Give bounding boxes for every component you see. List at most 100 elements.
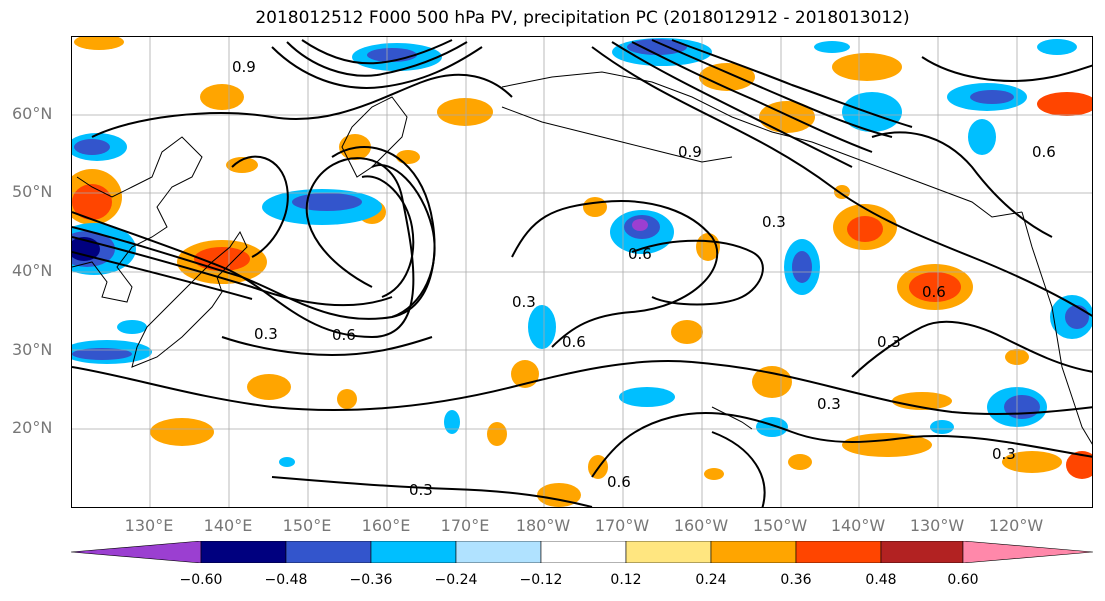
pv-contour (271, 46, 483, 89)
precip-region (396, 150, 420, 164)
contour-label: 0.3 (762, 213, 786, 231)
pv-contour (511, 200, 719, 348)
colorbar-tick: −0.48 (264, 572, 308, 588)
precip-region (632, 219, 648, 231)
colorbar-segment-10 (962, 541, 1093, 563)
precip-region (752, 366, 792, 398)
pv-contour (591, 46, 1092, 317)
precip-region (1037, 39, 1077, 55)
pv-contour (691, 361, 1092, 416)
colorbar-segment-5 (540, 541, 627, 563)
precip-region (627, 39, 687, 55)
lon-label-130w: 130°W (909, 516, 965, 535)
precip-region (619, 387, 675, 407)
lat-label-20n: 20°N (12, 418, 53, 437)
colorbar-segments (71, 541, 1093, 563)
pv-contours (72, 39, 1092, 507)
pv-contour (231, 155, 289, 258)
precip-region (909, 272, 961, 302)
precip-region (704, 468, 724, 480)
colorbar-tick: 0.36 (780, 572, 812, 588)
precip-negative-regions (72, 38, 1092, 467)
precip-region (834, 185, 850, 199)
precip-region (528, 305, 556, 349)
pv-contour (631, 239, 764, 306)
pv-contour (871, 131, 1053, 238)
pv-contour (286, 41, 468, 77)
map-canvas: 0.9 0.3 0.6 0.9 0.6 0.3 0.6 0.6 0.3 0.3 … (72, 37, 1092, 507)
precip-region (756, 417, 788, 437)
pv-contour (271, 476, 593, 507)
colorbar-segment-4 (455, 541, 542, 563)
colorbar-tick: −0.36 (349, 572, 393, 588)
lon-label-160e: 160°E (361, 516, 411, 535)
coastline-hawaii (711, 406, 753, 430)
pv-contour (591, 412, 1092, 478)
precip-region (968, 119, 996, 155)
colorbar-segment-9 (880, 541, 964, 563)
pv-contour (301, 39, 453, 65)
pv-contour (361, 175, 415, 298)
pv-contour (371, 164, 436, 318)
precip-region (583, 197, 607, 217)
pv-contour (72, 236, 393, 307)
colorbar-tick: −0.24 (434, 572, 478, 588)
coastline-aleutians (501, 106, 733, 163)
precip-region (117, 320, 147, 334)
coastline-asia (72, 136, 203, 303)
precip-region (1037, 92, 1092, 116)
colorbar-segment-6 (625, 541, 712, 563)
contour-label: 0.6 (628, 245, 652, 263)
precip-region (671, 320, 703, 344)
lon-label-130e: 130°E (124, 516, 174, 535)
precip-region (699, 63, 755, 91)
colorbar-segment-0 (71, 541, 202, 563)
precip-region (788, 454, 812, 470)
colorbar-tick: −0.60 (179, 572, 223, 588)
precip-region (511, 360, 539, 388)
precip-region (792, 251, 812, 283)
colorbar-tick: 0.24 (695, 572, 727, 588)
contour-label: 0.3 (992, 445, 1016, 463)
colorbar-segment-8 (795, 541, 882, 563)
colorbar-tick: −0.12 (519, 572, 563, 588)
colorbar-tick: 0.12 (610, 572, 642, 588)
precip-region (930, 420, 954, 434)
precip-region (72, 348, 132, 360)
pv-contour (671, 39, 913, 128)
colorbar-segment-2 (285, 541, 372, 563)
coastline-japan (131, 230, 248, 368)
lon-label-140e: 140°E (203, 516, 253, 535)
precip-region (1065, 305, 1089, 329)
contour-label: 0.3 (409, 481, 433, 499)
precip-region (842, 92, 902, 132)
coastline-kamchatka (341, 96, 408, 178)
colorbar-tick: 0.48 (865, 572, 897, 588)
contour-label: 0.6 (607, 473, 631, 491)
colorbar-tick: 0.60 (947, 572, 979, 588)
lon-label-170e: 170°E (440, 516, 490, 535)
pv-contour (72, 157, 415, 339)
lon-label-170w: 170°W (594, 516, 650, 535)
lat-label-30n: 30°N (12, 340, 53, 359)
precip-region (150, 418, 214, 446)
lat-label-60n: 60°N (12, 104, 53, 123)
precip-region (1066, 451, 1092, 479)
contour-label: 0.6 (562, 333, 586, 351)
coastline-north-america (1021, 211, 1092, 445)
precip-region (194, 247, 250, 271)
pv-contour (72, 146, 436, 320)
precip-region (1004, 395, 1040, 419)
precip-region (487, 422, 507, 446)
precip-region (74, 139, 110, 155)
contour-labels: 0.9 0.3 0.6 0.9 0.6 0.3 0.6 0.6 0.3 0.3 … (232, 58, 1056, 499)
contour-label: 0.6 (922, 283, 946, 301)
colorbar (71, 541, 1093, 563)
pv-contour (72, 360, 693, 412)
lat-label-50n: 50°N (12, 182, 53, 201)
precip-region (437, 98, 493, 126)
contour-label: 0.3 (512, 293, 536, 311)
contour-label: 0.9 (232, 58, 256, 76)
lat-label-40n: 40°N (12, 261, 53, 280)
lon-label-140w: 140°W (830, 516, 886, 535)
